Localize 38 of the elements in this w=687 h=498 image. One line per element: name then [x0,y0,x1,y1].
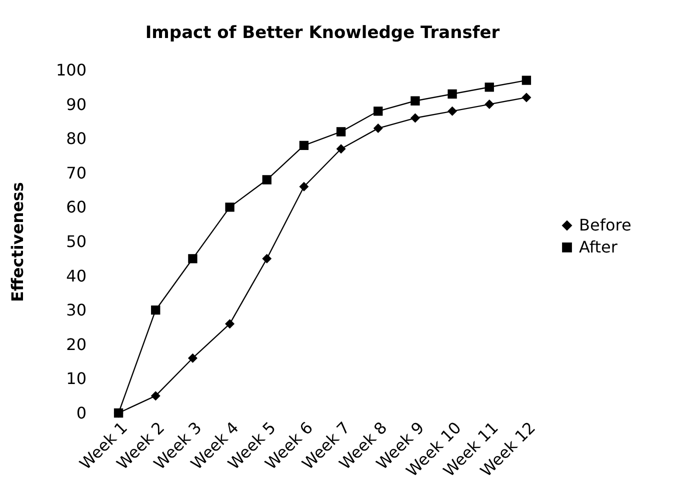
y-tick-label: 100 [56,60,86,80]
chart-title: Impact of Better Knowledge Transfer [145,23,500,43]
point [151,306,160,315]
point [188,254,198,264]
y-tick-label: 80 [66,129,86,148]
point [374,124,383,133]
point [225,202,234,212]
y-tick-label: 30 [66,300,86,320]
point [448,106,457,116]
y-tick-label: 10 [66,369,86,388]
point [410,113,420,123]
y-tick-label: 50 [66,232,86,251]
legend-label: After [579,237,618,256]
point [374,106,383,116]
point [188,354,198,363]
point [336,127,346,136]
point [484,82,494,92]
point [484,100,494,109]
point [114,408,124,418]
point [522,76,532,85]
y-tick-label: 90 [66,94,86,114]
point [410,96,420,106]
y-tick-label: 60 [66,198,86,217]
y-tick-label: 40 [66,266,86,286]
point [448,89,457,99]
point [225,319,234,328]
point [262,254,272,264]
point [299,182,309,192]
y-tick-label: 20 [66,334,86,354]
legend-label: Before [579,215,632,234]
point [151,391,160,400]
y-axis-title: Effectiveness [8,182,27,302]
y-tick-label: 0 [76,404,86,422]
point [299,140,309,150]
y-tick-label: 70 [66,163,86,182]
point [522,92,532,102]
point [336,144,346,154]
point [262,175,272,184]
